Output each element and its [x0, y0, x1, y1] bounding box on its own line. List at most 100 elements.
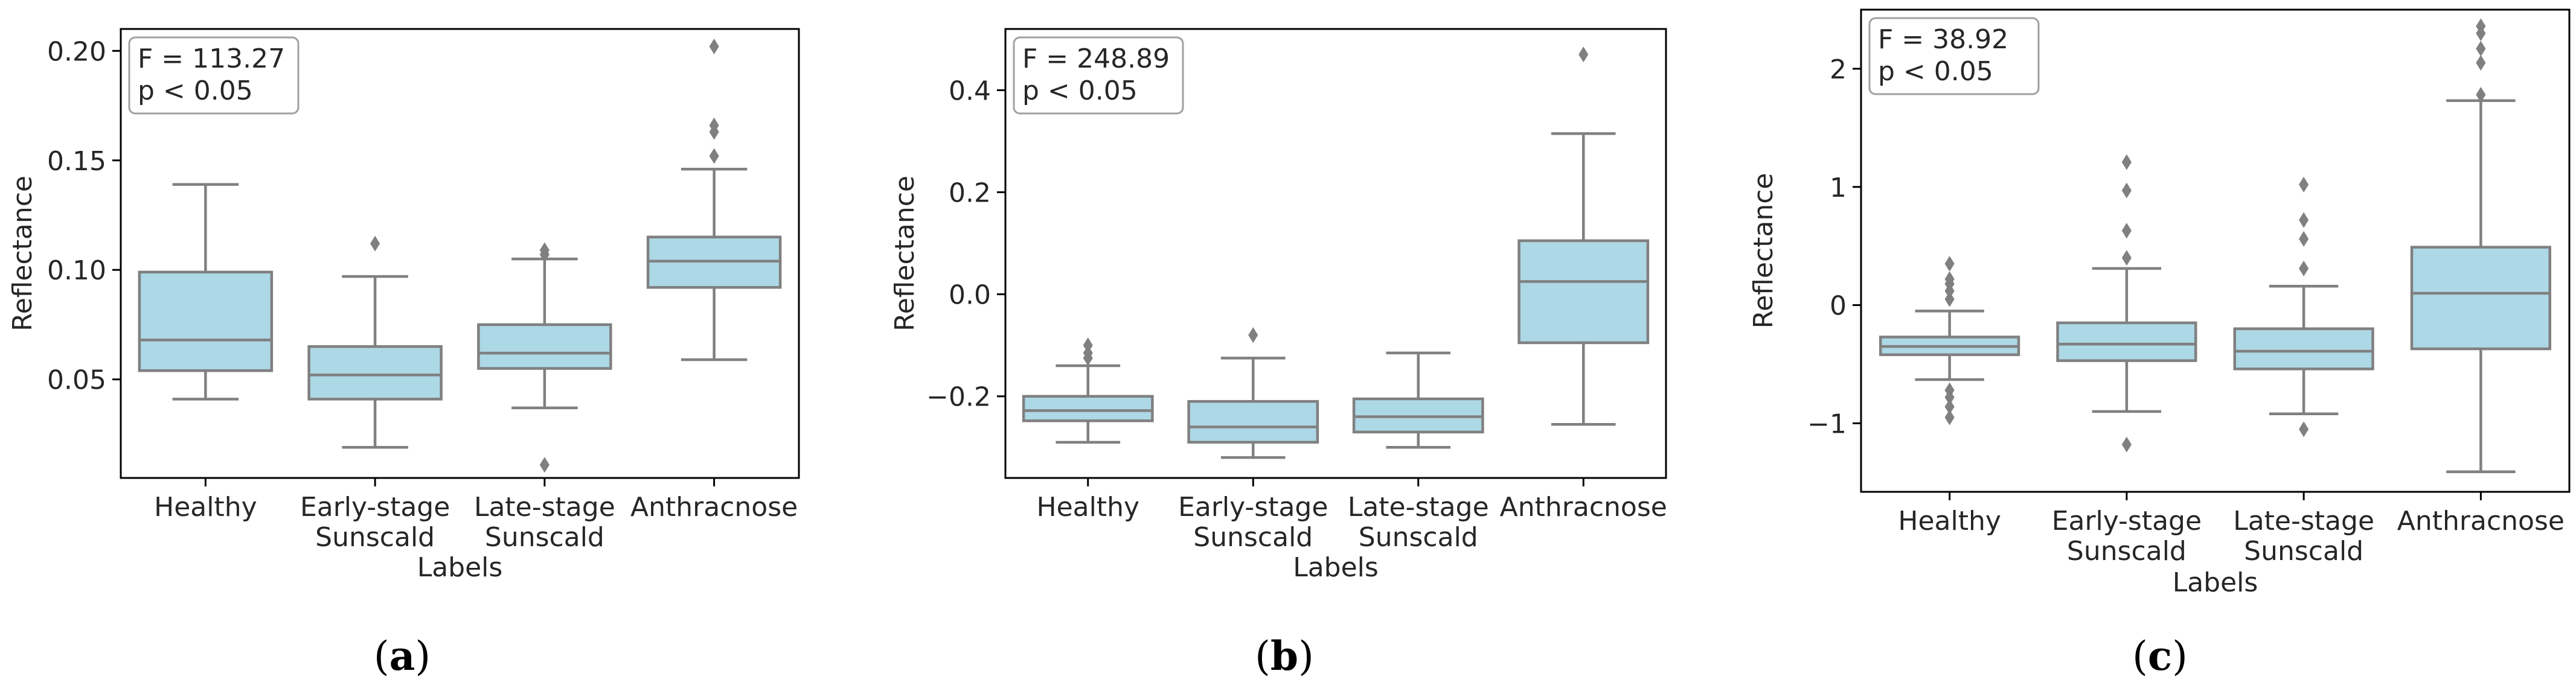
y-tick-label: 0.20: [47, 36, 106, 67]
y-tick-label: 0.4: [949, 75, 991, 106]
x-tick-label: Healthy: [1036, 492, 1139, 523]
y-tick-label: −0.2: [926, 382, 991, 413]
y-tick-label: 1: [1830, 173, 1847, 203]
x-tick-label: Late-stage Sunscald: [474, 492, 615, 553]
y-axis-label: Reflectance: [7, 176, 38, 331]
outlier-point: [2121, 182, 2132, 199]
box-iqr: [1187, 400, 1319, 444]
outlier-point: [1944, 409, 1955, 425]
x-tick-label: Early-stage Sunscald: [2052, 506, 2202, 567]
caption-letter: c: [2148, 632, 2172, 680]
box-iqr: [307, 345, 443, 401]
outlier-point: [539, 246, 549, 263]
box-2: [2056, 154, 2197, 453]
x-axis-label: Labels: [1293, 552, 1379, 583]
x-tick-label-line: Anthracnose: [630, 492, 798, 523]
x-tick-label-line: Late-stage: [2233, 506, 2374, 536]
outlier-point: [1944, 389, 1955, 406]
caption-paren: ): [2172, 633, 2188, 680]
outlier-point: [370, 235, 380, 252]
panel-caption: (b): [1255, 632, 1314, 680]
annotation-box: [128, 36, 300, 115]
x-tick-label-line: Early-stage: [1178, 492, 1328, 523]
outlier-point: [2476, 18, 2486, 34]
x-tick-label: Anthracnose: [630, 492, 798, 523]
caption-paren: ): [1298, 633, 1314, 680]
x-tick-label-line: Sunscald: [2067, 536, 2187, 567]
outlier-point: [2121, 154, 2132, 170]
x-tick-label-line: Early-stage: [2052, 506, 2202, 536]
outlier-point: [2121, 250, 2132, 266]
x-tick-label-line: Healthy: [154, 492, 257, 523]
y-tick-label: 2: [1830, 54, 1847, 85]
x-tick-label-line: Late-stage: [1348, 492, 1489, 523]
outlier-point: [1944, 271, 1955, 287]
x-tick-label-line: Anthracnose: [2397, 506, 2565, 536]
caption-paren: ): [415, 633, 431, 680]
y-tick-label: 0: [1830, 291, 1847, 322]
box-iqr: [477, 323, 612, 370]
panel-caption: (a): [374, 632, 431, 680]
caption-paren: (: [2132, 633, 2148, 680]
outlier-point: [2121, 436, 2132, 453]
x-tick-label-line: Sunscald: [1193, 522, 1313, 553]
box-iqr: [2410, 246, 2551, 351]
stats-annotation: F = 38.92p < 0.05: [1868, 17, 2040, 95]
x-tick-label: Anthracnose: [2397, 506, 2565, 536]
x-tick-label-line: Healthy: [1898, 506, 2001, 536]
x-tick-label: Early-stage Sunscald: [1178, 492, 1328, 553]
x-tick-label: Early-stage Sunscald: [300, 492, 450, 553]
outlier-point: [2476, 40, 2486, 57]
box-1: [138, 183, 274, 401]
box-iqr: [1022, 395, 1154, 422]
outlier-point: [2476, 55, 2486, 71]
x-tick-label: Healthy: [154, 492, 257, 523]
x-tick-label: Healthy: [1898, 506, 2001, 536]
x-tick-label-line: Healthy: [1036, 492, 1139, 523]
x-tick-label-line: Sunscald: [2244, 536, 2363, 567]
annotation-p-value: p < 0.05: [1878, 56, 1993, 87]
axes-frame: [1860, 8, 2571, 493]
stats-annotation: F = 113.27p < 0.05: [128, 36, 300, 115]
stats-annotation: F = 248.89p < 0.05: [1013, 36, 1184, 115]
box-iqr: [2056, 321, 2197, 362]
y-tick-label: 0.0: [949, 280, 991, 311]
y-tick-label: 0.10: [47, 255, 106, 286]
annotation-f-value: F = 113.27: [138, 43, 285, 74]
box-3: [1352, 351, 1484, 449]
outlier-point: [1944, 291, 1955, 307]
x-tick-label-line: Sunscald: [1359, 522, 1478, 553]
outlier-point: [709, 148, 719, 164]
caption-letter: b: [1270, 632, 1298, 680]
y-tick-label: −1: [1807, 409, 1847, 439]
box-1: [1879, 256, 2020, 425]
outlier-point: [2476, 87, 2486, 103]
outlier-point: [2299, 212, 2309, 228]
y-axis-label: Reflectance: [1748, 173, 1779, 328]
x-tick-label-line: Anthracnose: [1500, 492, 1667, 523]
x-tick-label: Anthracnose: [1500, 492, 1667, 523]
x-tick-label: Late-stage Sunscald: [2233, 506, 2374, 567]
outlier-point: [2299, 231, 2309, 247]
outlier-point: [1083, 337, 1093, 354]
box-4: [1517, 46, 1650, 426]
caption-letter: a: [389, 632, 415, 680]
box-4: [646, 39, 782, 361]
x-tick-label-line: Sunscald: [485, 522, 604, 553]
outlier-point: [1944, 399, 1955, 415]
panel-caption: (c): [2132, 632, 2188, 680]
outlier-point: [2299, 260, 2309, 276]
outlier-point: [1944, 256, 1955, 272]
x-tick-label-line: Late-stage: [474, 492, 615, 523]
caption-paren: (: [374, 633, 389, 680]
annotation-f-value: F = 248.89: [1022, 43, 1170, 74]
annotation-p-value: p < 0.05: [1022, 75, 1138, 106]
box-iqr: [2233, 327, 2374, 371]
outlier-point: [2121, 223, 2132, 239]
x-axis-label: Labels: [2173, 567, 2258, 598]
axes-frame: [1004, 28, 1667, 479]
